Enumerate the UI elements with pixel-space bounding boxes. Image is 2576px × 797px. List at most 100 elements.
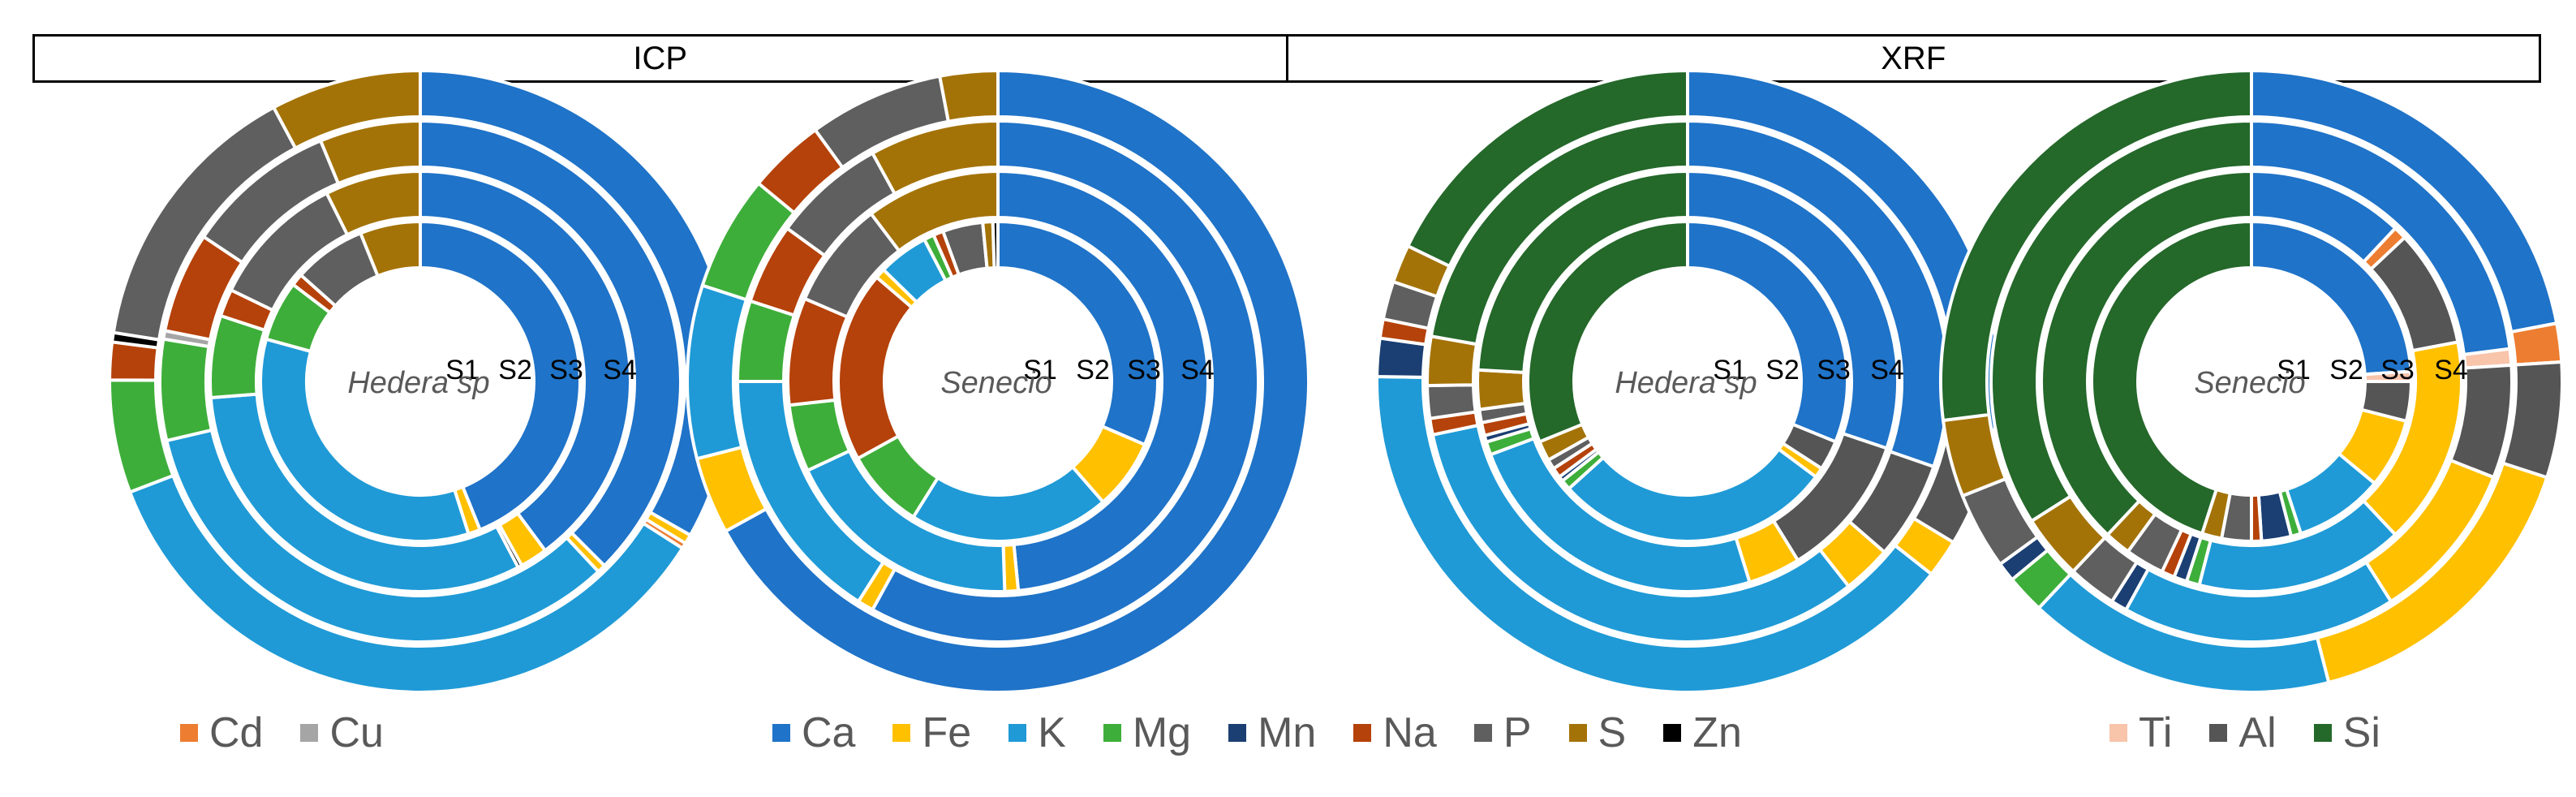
method-header: ICP XRF	[32, 34, 2541, 83]
legend-label: Fe	[922, 709, 972, 756]
legend-label: S	[1598, 709, 1627, 756]
slice-ca-s3	[871, 119, 1261, 644]
legend-swatch	[1228, 724, 1247, 742]
slice-k-s1	[259, 337, 471, 543]
ring-label-s3: S3	[1817, 355, 1851, 386]
slice-s-s2	[1476, 368, 1527, 411]
ring-label-s4: S4	[2434, 355, 2468, 386]
slice-si-s4	[1939, 69, 2253, 423]
ring-label-s2: S2	[498, 355, 532, 386]
slice-si-s1	[1526, 220, 1689, 444]
slice-p-s3	[1426, 383, 1477, 420]
legend-item-si: Si	[2313, 709, 2380, 757]
legend-item-fe: Fe	[892, 709, 971, 757]
legend-item-zn: Zn	[1663, 709, 1742, 757]
center-label: Senecio	[2194, 366, 2305, 400]
legend-label: Ca	[802, 709, 856, 756]
ring-label-s3: S3	[549, 355, 583, 386]
legend-item-cu: Cu	[300, 709, 384, 757]
ring-label-s1: S1	[2277, 355, 2311, 386]
donut-chart-4: S1 S2 S3 S4 Senecio	[1939, 69, 2564, 694]
icp-header: ICP	[633, 40, 688, 76]
ring-label-s2: S2	[1765, 355, 1800, 386]
legend-label: Mn	[1258, 709, 1317, 756]
donut-chart-2: S1 S2 S3 S4 Senecio	[686, 69, 1310, 694]
ring-label-s3: S3	[1127, 355, 1161, 386]
legend-item-k: K	[1008, 709, 1066, 757]
donut-chart-3: S1 S2 S3 S4 Hedera sp	[1375, 69, 2001, 694]
legend-item-cd: Cd	[180, 709, 263, 757]
slice-s-s1	[359, 220, 422, 278]
legend-label: Cu	[329, 709, 384, 756]
ring-label-s4: S4	[603, 355, 637, 386]
legend-swatch	[2313, 724, 2332, 742]
center-label: Hedera sp	[1615, 366, 1757, 400]
legend-label: Mg	[1132, 709, 1192, 756]
legend-label: P	[1503, 709, 1532, 756]
legend-group-2: Ca Fe K Mg Mn Na P S Zn	[772, 704, 1779, 761]
legend-group-1: Cd Cu	[180, 704, 421, 761]
slice-si-s2	[2040, 170, 2253, 536]
legend-label: Cd	[209, 709, 264, 756]
xrf-header: XRF	[1285, 37, 2539, 80]
slice-s-s2	[325, 170, 422, 237]
slice-s-s3	[871, 119, 1000, 196]
legend-swatch	[2209, 724, 2228, 742]
slice-s-s2	[869, 170, 1000, 252]
ring-label-s1: S1	[1713, 355, 1747, 386]
slice-k-s3	[165, 428, 600, 644]
legend-swatch	[892, 724, 911, 742]
legend-swatch	[1663, 724, 1682, 742]
slice-ca-s1	[1686, 220, 1849, 444]
slice-ca-s1	[419, 220, 582, 532]
center-label: Senecio	[940, 366, 1051, 400]
donut-chart-1: S1 S2 S3 S4 Hedera sp	[108, 69, 733, 694]
legend-swatch	[2109, 724, 2127, 742]
legend-item-na: Na	[1353, 709, 1437, 757]
center-label: Hedera sp	[347, 366, 489, 400]
slice-cd-s4	[2509, 321, 2564, 367]
legend-label: Na	[1383, 709, 1437, 756]
slice-ca-s2	[996, 170, 1210, 592]
slice-si-s1	[2090, 220, 2253, 536]
slice-ca-s3	[419, 119, 682, 567]
legend-swatch	[1473, 724, 1492, 742]
legend-swatch	[1353, 724, 1372, 742]
slice-zn-s1	[991, 219, 1000, 270]
legend-swatch	[300, 724, 319, 742]
legend-item-s: S	[1568, 709, 1627, 757]
slice-s-s4	[272, 69, 422, 150]
slice-si-s4	[1406, 69, 1689, 268]
legend-label: Al	[2238, 709, 2277, 756]
legend-item-mg: Mg	[1103, 709, 1191, 757]
legend-swatch	[1568, 724, 1587, 742]
legend-label: Ti	[2139, 709, 2173, 756]
ring-label-s1: S1	[445, 355, 480, 386]
legend-item-al: Al	[2209, 709, 2277, 757]
slice-si-s2	[1476, 170, 1689, 374]
ring-label-s2: S2	[1076, 355, 1110, 386]
ring-label-s4: S4	[1870, 355, 1904, 386]
legend-swatch	[1008, 724, 1027, 742]
ring-label-s3: S3	[2380, 355, 2415, 386]
slice-si-s3	[1429, 119, 1689, 347]
legend-item-mn: Mn	[1228, 709, 1316, 757]
ring-label-s2: S2	[2329, 355, 2363, 386]
legend-item-ca: Ca	[772, 709, 855, 757]
legend-item-p: P	[1473, 709, 1532, 757]
legend-label: Si	[2342, 709, 2380, 756]
slice-si-s3	[1989, 119, 2253, 523]
slice-k-s4	[1375, 375, 1933, 694]
legend-group-3: Ti Al Si	[2109, 704, 2418, 761]
slice-ca-s2	[419, 170, 632, 553]
slice-ca-s1	[996, 220, 1159, 446]
legend-swatch	[1103, 724, 1121, 742]
slice-s-s3	[319, 119, 422, 186]
slice-k-s2	[209, 392, 520, 593]
legend-label: K	[1038, 709, 1066, 756]
legend-swatch	[772, 724, 790, 742]
ring-label-s4: S4	[1180, 355, 1215, 386]
legend-item-ti: Ti	[2109, 709, 2172, 757]
slice-mg-s3	[158, 337, 213, 442]
